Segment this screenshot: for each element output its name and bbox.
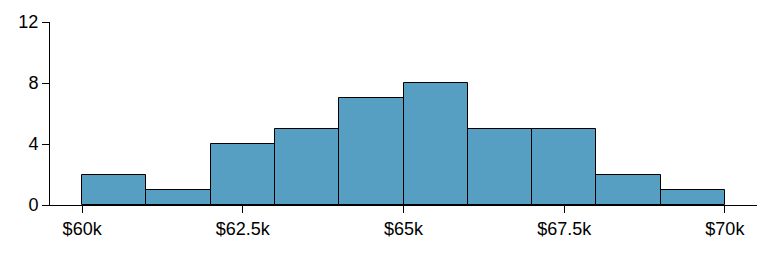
svg-text:$70k: $70k bbox=[705, 219, 745, 239]
svg-text:$62.5k: $62.5k bbox=[216, 219, 271, 239]
svg-text:12: 12 bbox=[18, 12, 38, 32]
svg-text:$67.5k: $67.5k bbox=[537, 219, 592, 239]
svg-text:8: 8 bbox=[28, 73, 38, 93]
svg-text:$60k: $60k bbox=[63, 219, 103, 239]
svg-text:4: 4 bbox=[28, 134, 38, 154]
svg-text:$65k: $65k bbox=[384, 219, 424, 239]
svg-text:0: 0 bbox=[28, 195, 38, 215]
